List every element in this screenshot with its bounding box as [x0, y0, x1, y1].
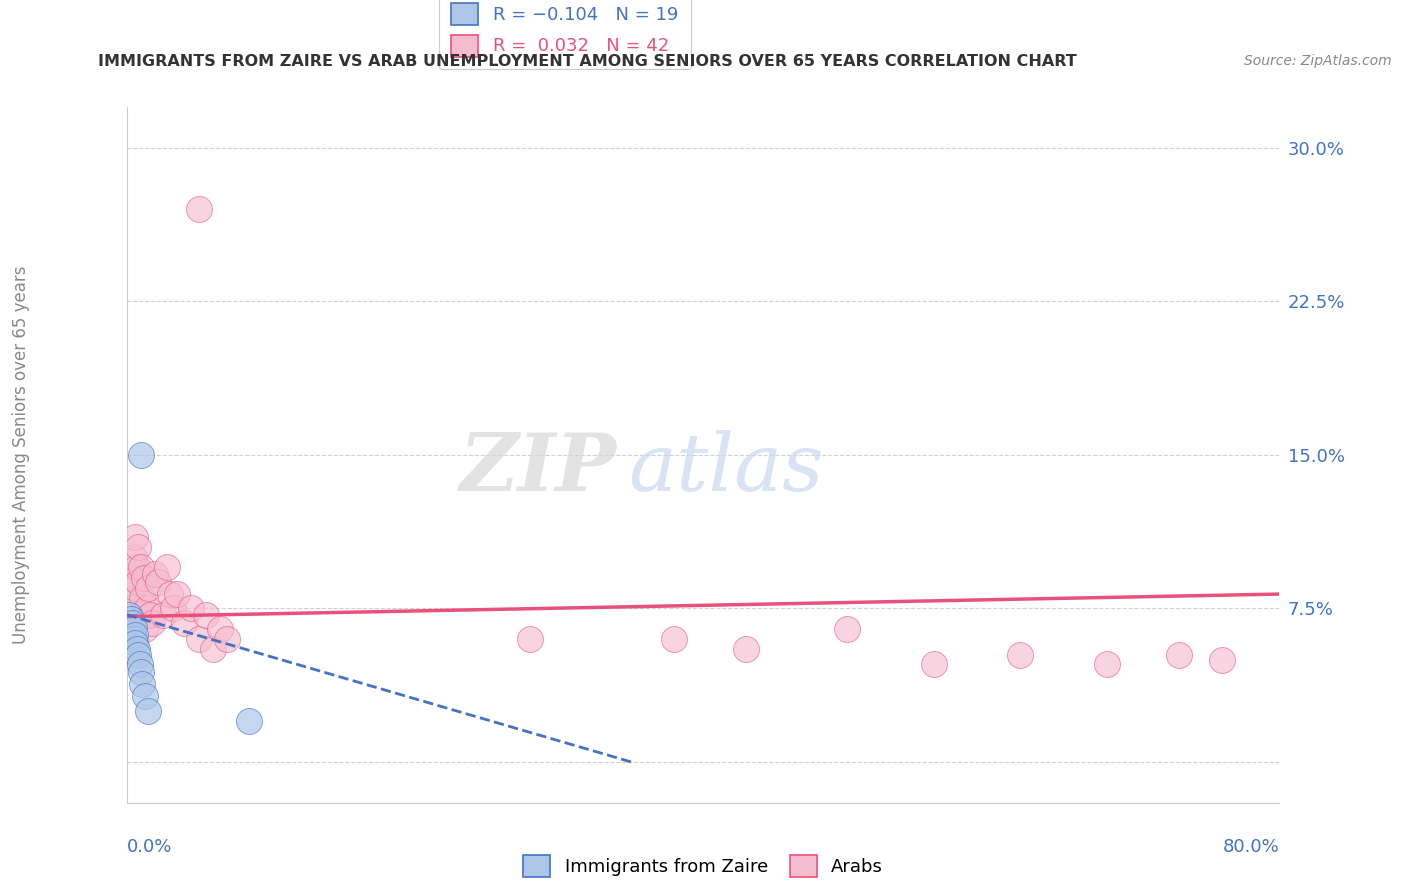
Point — [127, 574, 149, 589]
Point — [1010, 648, 1032, 663]
Point — [162, 601, 184, 615]
Point — [180, 601, 202, 615]
Point — [156, 560, 179, 574]
Point — [129, 560, 152, 574]
Point — [125, 642, 148, 657]
Point — [1167, 648, 1189, 663]
Point — [124, 530, 146, 544]
Point — [129, 448, 152, 462]
Point — [136, 704, 159, 718]
Point — [134, 690, 156, 704]
Point — [173, 615, 195, 630]
Point — [519, 632, 541, 646]
Point — [118, 607, 141, 622]
Point — [134, 622, 156, 636]
Point — [735, 642, 758, 657]
Point — [138, 607, 160, 622]
Point — [835, 622, 858, 636]
Point — [128, 607, 150, 622]
Point — [121, 622, 143, 636]
Point — [664, 632, 686, 646]
Point — [238, 714, 260, 728]
Point — [217, 632, 239, 646]
Point — [194, 607, 217, 622]
Text: 0.0%: 0.0% — [127, 838, 172, 856]
Point — [122, 550, 145, 565]
Legend: Immigrants from Zaire, Arabs: Immigrants from Zaire, Arabs — [516, 847, 890, 884]
Point — [124, 636, 146, 650]
Point — [127, 648, 149, 663]
Text: 80.0%: 80.0% — [1223, 838, 1279, 856]
Point — [121, 615, 143, 630]
Point — [148, 574, 170, 589]
Point — [141, 615, 163, 630]
Point — [127, 540, 149, 554]
Point — [145, 566, 166, 581]
Point — [124, 581, 146, 595]
Point — [1211, 652, 1233, 666]
Text: IMMIGRANTS FROM ZAIRE VS ARAB UNEMPLOYMENT AMONG SENIORS OVER 65 YEARS CORRELATI: IMMIGRANTS FROM ZAIRE VS ARAB UNEMPLOYME… — [98, 54, 1077, 69]
Point — [202, 642, 225, 657]
Point — [1095, 657, 1118, 671]
Point — [922, 657, 945, 671]
Point — [152, 607, 174, 622]
Text: ZIP: ZIP — [460, 430, 617, 508]
Point — [122, 632, 145, 646]
Point — [166, 587, 188, 601]
Point — [135, 601, 157, 615]
Point — [159, 587, 181, 601]
Point — [121, 571, 143, 585]
Point — [187, 202, 209, 217]
Point — [187, 632, 209, 646]
Point — [132, 571, 155, 585]
Point — [124, 628, 146, 642]
Point — [209, 622, 232, 636]
Point — [120, 622, 142, 636]
Point — [136, 581, 159, 595]
Point — [131, 591, 153, 606]
Point — [121, 591, 143, 606]
Text: Unemployment Among Seniors over 65 years: Unemployment Among Seniors over 65 years — [13, 266, 30, 644]
Point — [120, 612, 142, 626]
Text: Source: ZipAtlas.com: Source: ZipAtlas.com — [1244, 54, 1392, 68]
Point — [118, 615, 141, 630]
Point — [120, 601, 142, 615]
Point — [122, 620, 145, 634]
Point — [129, 665, 152, 679]
Text: atlas: atlas — [628, 430, 824, 508]
Point — [128, 657, 150, 671]
Point — [131, 677, 153, 691]
Point — [125, 560, 148, 574]
